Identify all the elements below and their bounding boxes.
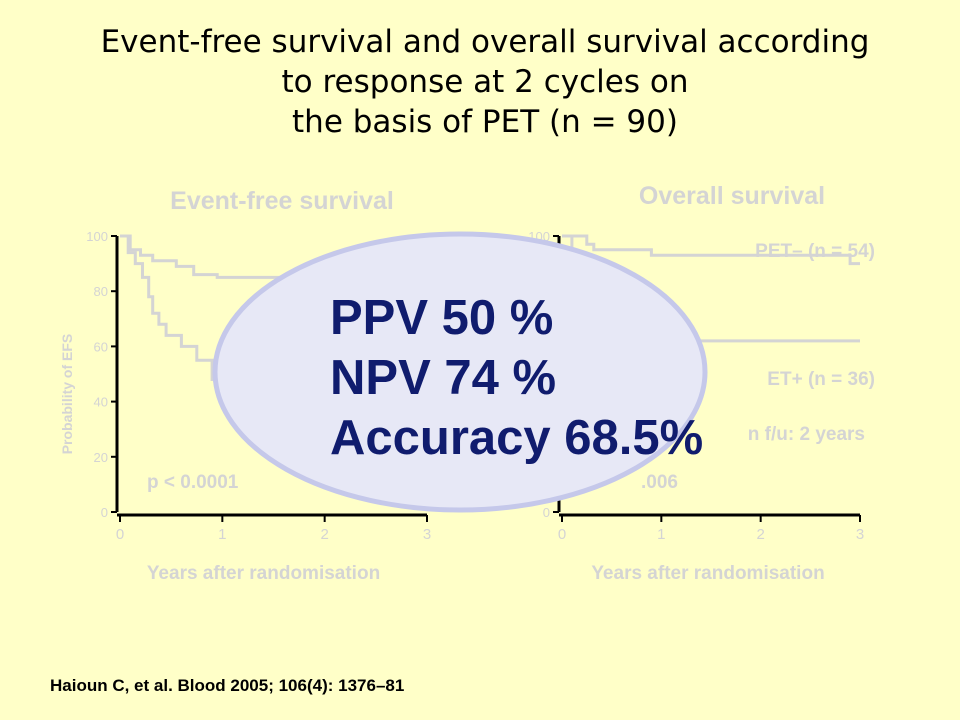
x-tick-label: 3 [423,526,431,543]
y-tick-label: 0 [101,505,108,520]
slide-title: Event-free survival and overall survival… [20,22,950,142]
y-tick-label: 100 [86,229,108,244]
survival-curve-1 [120,234,284,279]
chart-title: Overall survival [639,182,825,210]
x-axis-label: Years after randomisation [591,563,824,584]
x-tick-label: 0 [558,526,566,543]
title-line-2: to response at 2 cycles on [281,64,689,100]
survival-curve-1 [562,234,860,266]
os-p-value: .006 [641,472,678,493]
y-axis-label: Probability of EFS [59,334,75,455]
x-tick-label: 2 [320,526,328,543]
x-axis-label: Years after randomisation [147,563,380,584]
survival-curve-2 [120,234,284,381]
series-label-pet-positive: ET+ (n = 36) [767,369,875,390]
citation: Haioun C, et al. Blood 2005; 106(4): 137… [50,676,405,695]
x-tick-label: 3 [856,526,864,543]
title-line-1: Event-free survival and overall survival… [100,24,870,60]
results-overlay: PPV 50 % NPV 74 % Accuracy 68.5% [330,288,703,468]
y-tick-label: 40 [94,395,108,410]
accuracy-label: Accuracy 68.5% [330,411,704,465]
median-followup-label: n f/u: 2 years [748,424,865,445]
results-overlay-ellipse [212,231,708,513]
efs-chart: Event-free survival 0 20 40 60 80 100 0 1 2 3 Years… [59,187,431,584]
x-tick-label: 2 [756,526,764,543]
efs-p-value: p < 0.0001 [147,472,239,493]
y-tick-label: 80 [94,284,108,299]
y-tick-label: 60 [94,339,108,354]
chart-title: Event-free survival [170,187,394,215]
x-tick-label: 0 [116,526,124,543]
y-tick-label: 0 [543,505,550,520]
y-tick-label: 20 [94,450,108,465]
npv-label: NPV 74 % [330,351,557,405]
title-line-3: the basis of PET (n = 90) [292,104,678,140]
x-tick-label: 1 [218,526,226,543]
series-label-pet-negative: PET– (n = 54) [755,241,875,262]
ppv-label: PPV 50 % [330,291,554,345]
x-tick-label: 1 [657,526,665,543]
